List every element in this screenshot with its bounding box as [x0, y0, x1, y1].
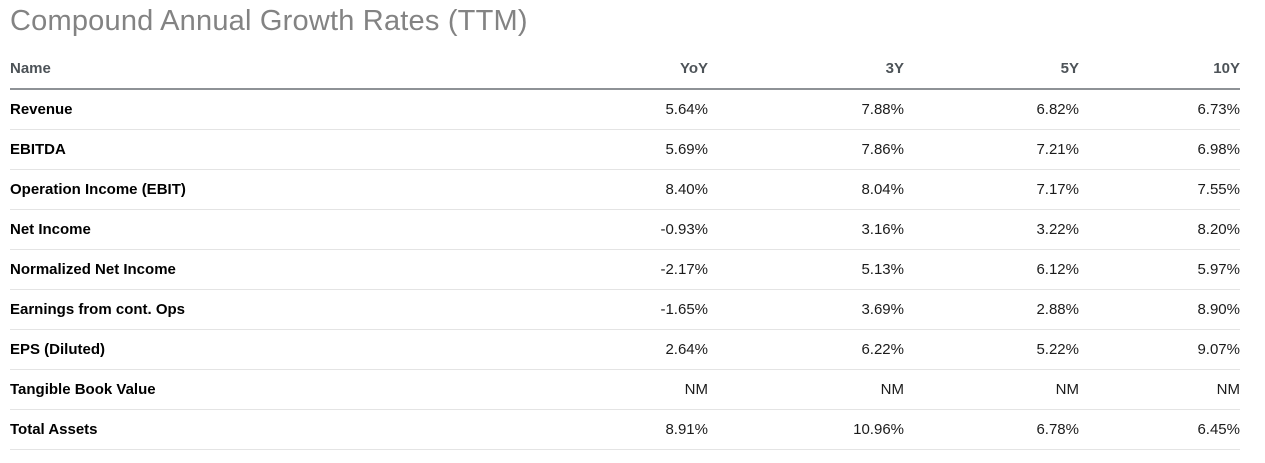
value-cell: 6.73%	[1079, 89, 1240, 130]
value-cell: 8.20%	[1079, 209, 1240, 250]
header-10y: 10Y	[1079, 51, 1240, 90]
table-row: Earnings from cont. Ops -1.65% 3.69% 2.88% 8…	[10, 289, 1240, 330]
row-name-cell: Net Income	[10, 209, 512, 250]
page-title: Compound Annual Growth Rates (TTM)	[10, 5, 528, 37]
value-cell: 8.04%	[708, 169, 904, 210]
value-cell: 8.40%	[512, 169, 708, 210]
table-row: Net Income -0.93% 3.16% 3.22% 8.20%	[10, 209, 1240, 250]
value-cell: 5.22%	[904, 329, 1079, 370]
table-row: EBITDA 5.69% 7.86% 7.21% 6.98%	[10, 129, 1240, 170]
growth-rates-panel: Compound Annual Growth Rates (TTM) Name …	[0, 5, 1265, 450]
row-name-cell: Revenue	[10, 89, 512, 130]
value-cell: NM	[1079, 369, 1240, 410]
value-cell: 8.90%	[1079, 289, 1240, 330]
value-cell: 3.69%	[708, 289, 904, 330]
value-cell: 10.96%	[708, 409, 904, 450]
table-row: Operation Income (EBIT) 8.40% 8.04% 7.17% 7.…	[10, 169, 1240, 210]
value-cell: 5.69%	[512, 129, 708, 170]
value-cell: 7.86%	[708, 129, 904, 170]
row-name-cell: Earnings from cont. Ops	[10, 289, 512, 330]
value-cell: 7.55%	[1079, 169, 1240, 210]
value-cell: 9.07%	[1079, 329, 1240, 370]
value-cell: 7.88%	[708, 89, 904, 130]
header-3y: 3Y	[708, 51, 904, 90]
value-cell: 6.82%	[904, 89, 1079, 130]
value-cell: 6.12%	[904, 249, 1079, 290]
value-cell: 2.88%	[904, 289, 1079, 330]
row-name-cell: Operation Income (EBIT)	[10, 169, 512, 210]
value-cell: 8.91%	[512, 409, 708, 450]
header-yoy: YoY	[512, 51, 708, 90]
row-name-cell: Tangible Book Value	[10, 369, 512, 410]
table-header: Name YoY 3Y 5Y 10Y	[10, 51, 1240, 90]
value-cell: NM	[904, 369, 1079, 410]
value-cell: 6.45%	[1079, 409, 1240, 450]
value-cell: -2.17%	[512, 249, 708, 290]
value-cell: 7.17%	[904, 169, 1079, 210]
table-row: EPS (Diluted) 2.64% 6.22% 5.22% 9.07%	[10, 329, 1240, 370]
header-5y: 5Y	[904, 51, 1079, 90]
row-name-cell: Normalized Net Income	[10, 249, 512, 290]
table-body: Revenue 5.64% 7.88% 6.82% 6.73% EBITDA 5.69% 7.…	[10, 89, 1240, 450]
value-cell: 7.21%	[904, 129, 1079, 170]
growth-rates-table: Name YoY 3Y 5Y 10Y Revenue 5.64% 7.88% 6.82…	[10, 51, 1240, 450]
value-cell: -0.93%	[512, 209, 708, 250]
value-cell: 6.78%	[904, 409, 1079, 450]
value-cell: 3.16%	[708, 209, 904, 250]
table-row: Total Assets 8.91% 10.96% 6.78% 6.45%	[10, 409, 1240, 450]
value-cell: 2.64%	[512, 329, 708, 370]
value-cell: 6.98%	[1079, 129, 1240, 170]
value-cell: 5.97%	[1079, 249, 1240, 290]
value-cell: 3.22%	[904, 209, 1079, 250]
header-name: Name	[10, 51, 512, 90]
table-row: Tangible Book Value NM NM NM NM	[10, 369, 1240, 410]
value-cell: 5.13%	[708, 249, 904, 290]
value-cell: NM	[708, 369, 904, 410]
value-cell: -1.65%	[512, 289, 708, 330]
table-row: Revenue 5.64% 7.88% 6.82% 6.73%	[10, 89, 1240, 130]
value-cell: 5.64%	[512, 89, 708, 130]
value-cell: 6.22%	[708, 329, 904, 370]
header-row: Name YoY 3Y 5Y 10Y	[10, 51, 1240, 90]
row-name-cell: EPS (Diluted)	[10, 329, 512, 370]
value-cell: NM	[512, 369, 708, 410]
row-name-cell: Total Assets	[10, 409, 512, 450]
table-row: Normalized Net Income -2.17% 5.13% 6.12% 5.9…	[10, 249, 1240, 290]
row-name-cell: EBITDA	[10, 129, 512, 170]
